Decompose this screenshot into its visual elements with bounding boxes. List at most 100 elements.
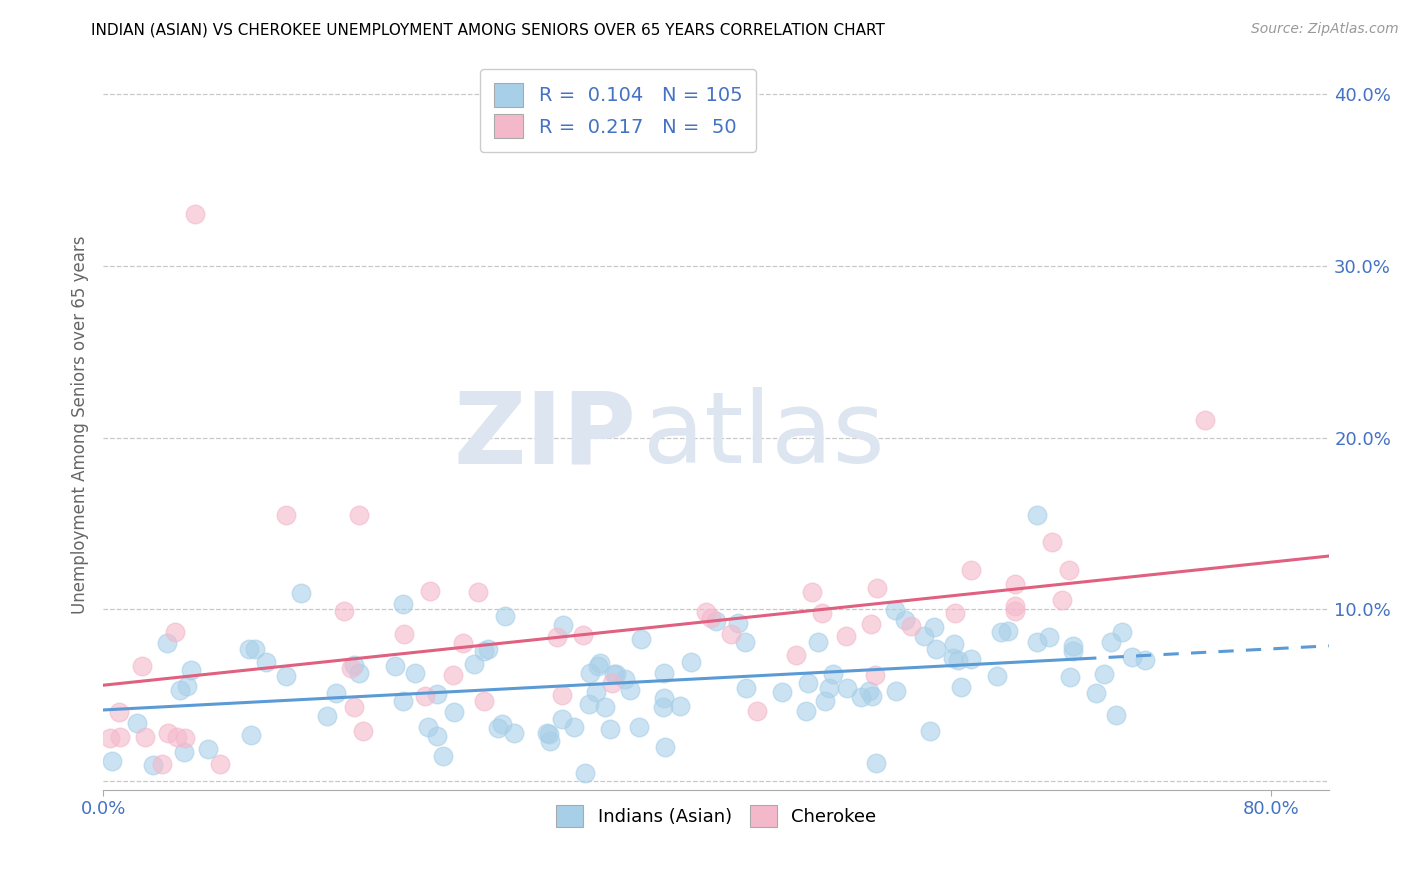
Point bbox=[946, 653, 969, 667]
Point bbox=[922, 620, 945, 634]
Point bbox=[238, 642, 260, 657]
Point bbox=[166, 730, 188, 744]
Point bbox=[391, 694, 413, 708]
Point bbox=[720, 627, 742, 641]
Point bbox=[699, 611, 721, 625]
Point bbox=[1026, 508, 1049, 522]
Point bbox=[169, 683, 191, 698]
Point bbox=[1111, 624, 1133, 639]
Point bbox=[254, 656, 277, 670]
Point bbox=[605, 667, 627, 681]
Point bbox=[863, 667, 886, 681]
Point bbox=[1062, 643, 1084, 657]
Point bbox=[599, 722, 621, 736]
Point bbox=[418, 720, 440, 734]
Point bbox=[352, 724, 374, 739]
Point bbox=[654, 666, 676, 681]
Point bbox=[502, 726, 524, 740]
Point bbox=[197, 741, 219, 756]
Point bbox=[818, 681, 841, 695]
Point bbox=[837, 681, 859, 696]
Point bbox=[453, 636, 475, 650]
Point bbox=[443, 705, 465, 719]
Point bbox=[695, 605, 717, 619]
Point bbox=[770, 684, 793, 698]
Point bbox=[163, 625, 186, 640]
Point bbox=[156, 636, 179, 650]
Point bbox=[494, 608, 516, 623]
Point bbox=[796, 675, 818, 690]
Point bbox=[959, 652, 981, 666]
Point bbox=[1194, 413, 1216, 427]
Point bbox=[572, 628, 595, 642]
Point bbox=[578, 697, 600, 711]
Legend: Indians (Asian), Cherokee: Indians (Asian), Cherokee bbox=[547, 796, 886, 836]
Point bbox=[142, 758, 165, 772]
Point bbox=[654, 739, 676, 754]
Point bbox=[491, 717, 513, 731]
Point bbox=[325, 686, 347, 700]
Point bbox=[349, 665, 371, 680]
Point bbox=[950, 680, 973, 694]
Point bbox=[333, 604, 356, 618]
Point bbox=[134, 730, 156, 744]
Point bbox=[536, 726, 558, 740]
Point bbox=[426, 687, 449, 701]
Point bbox=[274, 508, 297, 522]
Point bbox=[150, 757, 173, 772]
Point bbox=[942, 637, 965, 651]
Point bbox=[630, 632, 652, 646]
Point bbox=[613, 672, 636, 686]
Point bbox=[343, 699, 366, 714]
Point bbox=[849, 690, 872, 705]
Point bbox=[794, 704, 817, 718]
Point bbox=[865, 756, 887, 771]
Point bbox=[441, 668, 464, 682]
Point bbox=[1105, 707, 1128, 722]
Point bbox=[586, 659, 609, 673]
Point bbox=[463, 657, 485, 671]
Point bbox=[860, 616, 883, 631]
Point bbox=[589, 656, 612, 670]
Text: INDIAN (ASIAN) VS CHEROKEE UNEMPLOYMENT AMONG SENIORS OVER 65 YEARS CORRELATION : INDIAN (ASIAN) VS CHEROKEE UNEMPLOYMENT … bbox=[91, 22, 886, 37]
Point bbox=[290, 586, 312, 600]
Point bbox=[706, 615, 728, 629]
Point bbox=[343, 658, 366, 673]
Point bbox=[785, 648, 807, 662]
Point bbox=[1135, 652, 1157, 666]
Point bbox=[1121, 650, 1143, 665]
Point bbox=[174, 731, 197, 745]
Point bbox=[823, 667, 845, 681]
Point bbox=[960, 563, 983, 577]
Point bbox=[679, 655, 702, 669]
Point bbox=[173, 745, 195, 759]
Point bbox=[942, 651, 965, 665]
Point bbox=[392, 598, 415, 612]
Point bbox=[652, 699, 675, 714]
Point bbox=[551, 617, 574, 632]
Point bbox=[883, 603, 905, 617]
Point bbox=[180, 664, 202, 678]
Point bbox=[157, 726, 180, 740]
Point bbox=[538, 727, 561, 741]
Point bbox=[486, 721, 509, 735]
Point bbox=[316, 709, 339, 723]
Text: atlas: atlas bbox=[643, 387, 884, 484]
Point bbox=[920, 724, 942, 739]
Point bbox=[1062, 640, 1084, 654]
Point bbox=[1038, 630, 1060, 644]
Point bbox=[184, 207, 207, 221]
Point bbox=[240, 728, 263, 742]
Point bbox=[1004, 576, 1026, 591]
Point bbox=[564, 720, 586, 734]
Text: ZIP: ZIP bbox=[454, 387, 637, 484]
Point bbox=[628, 720, 651, 734]
Point bbox=[801, 584, 824, 599]
Point bbox=[893, 614, 915, 628]
Point bbox=[467, 585, 489, 599]
Point bbox=[747, 704, 769, 718]
Point bbox=[347, 508, 370, 522]
Point bbox=[426, 729, 449, 743]
Point bbox=[413, 689, 436, 703]
Point bbox=[600, 676, 623, 690]
